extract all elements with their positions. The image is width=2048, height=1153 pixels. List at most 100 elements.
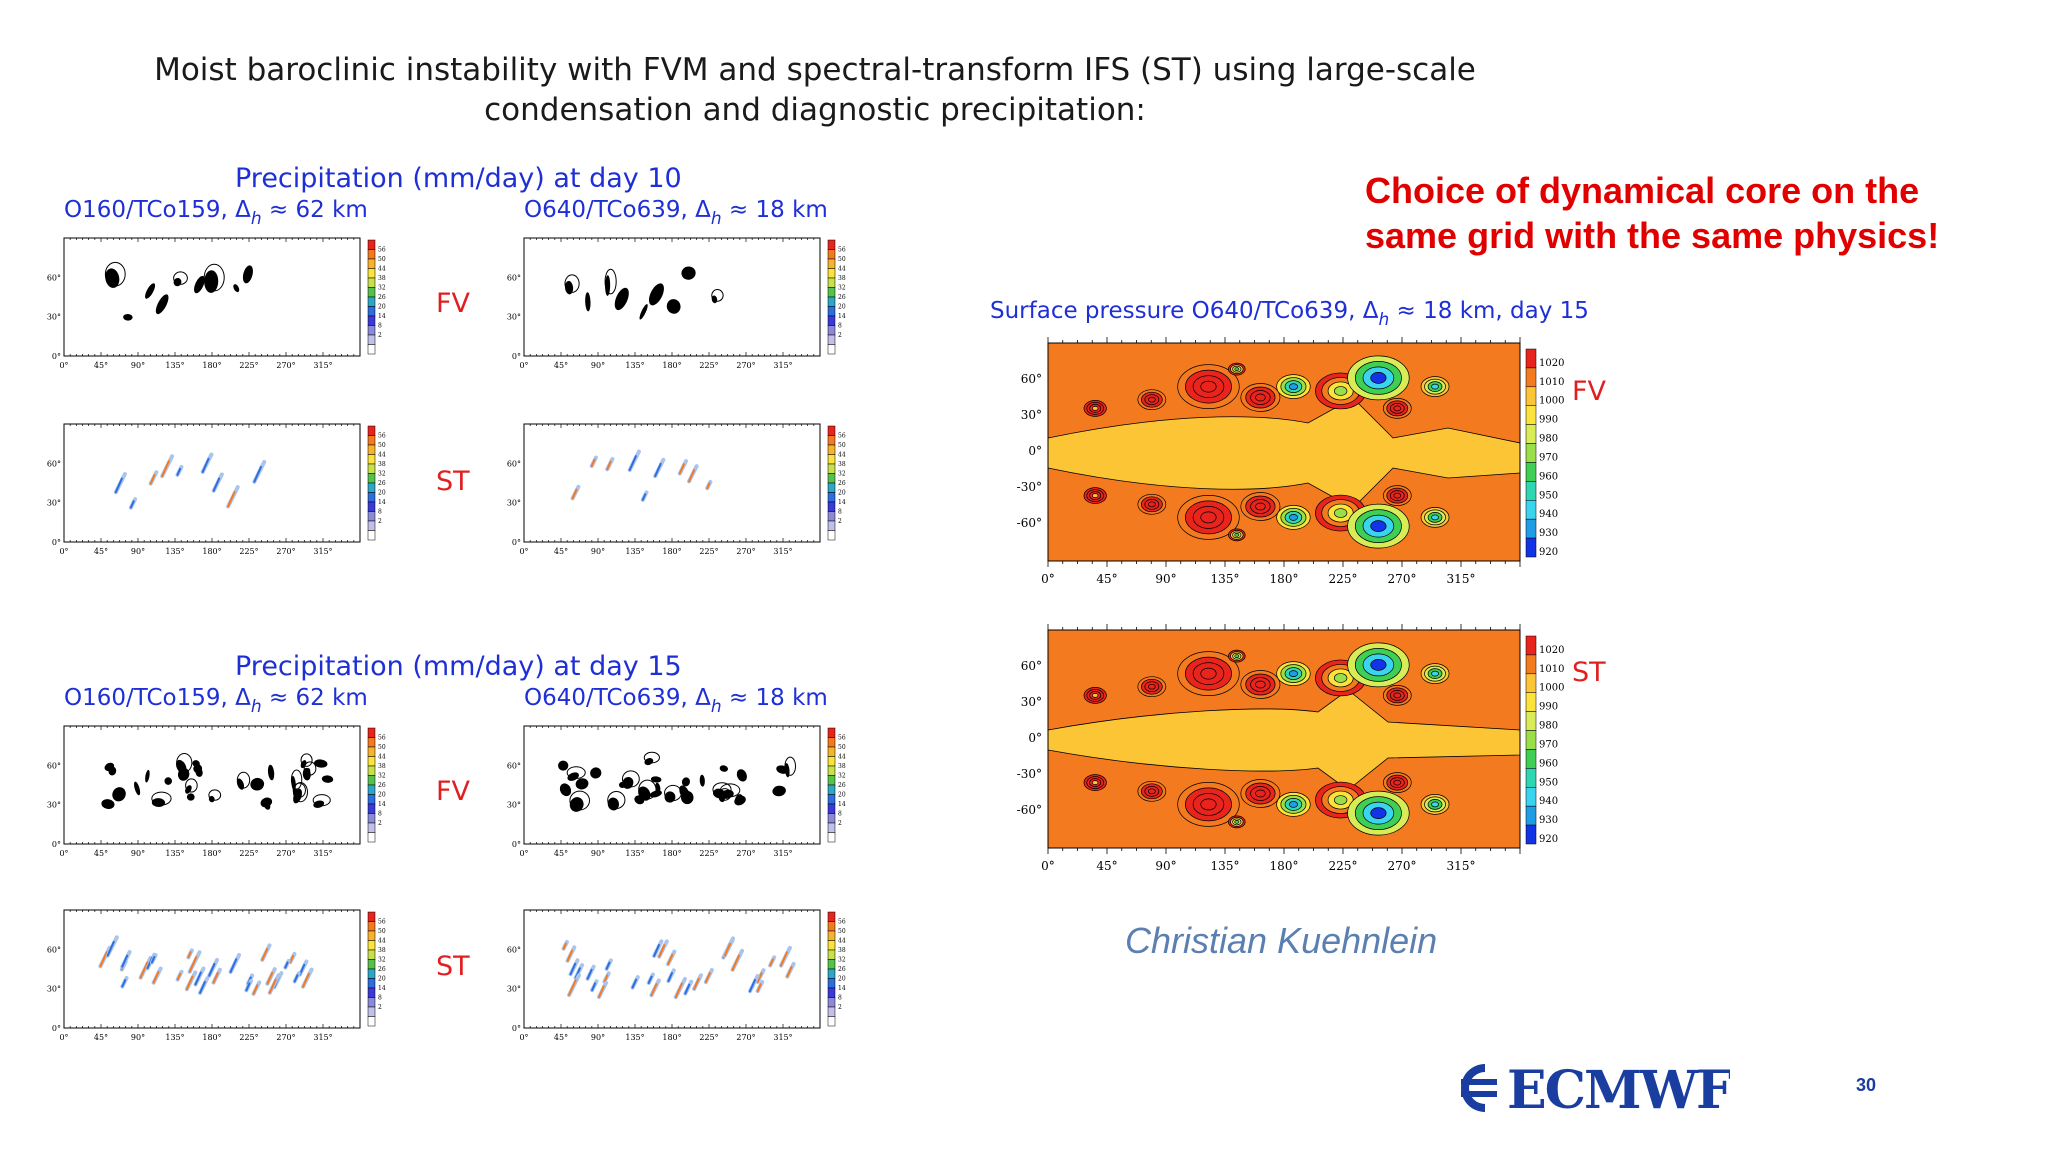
surface-pressure-title: Surface pressure O640/TCo639, Δh ≈ 18 km…	[990, 298, 1589, 330]
colorbar-label: 14	[378, 985, 386, 992]
map-frame	[63, 725, 361, 845]
pressure-contour	[1234, 532, 1240, 537]
x-tick-label: 90°	[591, 361, 605, 370]
precip-cell	[605, 275, 611, 296]
colorbar-label: 44	[838, 754, 846, 761]
colorbar-swatch	[827, 822, 836, 833]
pressure-contour	[1200, 667, 1217, 680]
colorbar-label: 950	[1539, 490, 1558, 501]
colorbar-label: 8	[378, 811, 382, 818]
colorbar-swatch	[827, 978, 836, 989]
y-tick-label: 30°	[507, 499, 521, 508]
precip-core	[187, 951, 192, 959]
pressure-contour	[1255, 789, 1266, 798]
x-tick-label: 180°	[662, 361, 681, 370]
x-tick-label: 90°	[131, 849, 145, 858]
x-tick-label: 90°	[131, 547, 145, 556]
precip-core	[212, 972, 219, 984]
precip-cell	[681, 777, 690, 787]
y-tick-label: 60°	[507, 459, 521, 468]
colorbar-swatch	[827, 775, 836, 786]
colorbar-label: 990	[1539, 702, 1558, 713]
pressure-contour	[1431, 670, 1439, 677]
precip-features	[113, 452, 267, 510]
x-tick-label: 90°	[591, 547, 605, 556]
colorbar-swatch	[367, 444, 376, 455]
precip-cell	[267, 764, 275, 781]
precip-core	[121, 954, 129, 968]
colorbar-label: 1020	[1539, 645, 1564, 656]
precip-core	[106, 940, 115, 957]
y-tick-label: -30°	[1017, 767, 1042, 781]
colorbar-swatch	[367, 822, 376, 833]
day10-title: Precipitation (mm/day) at day 10	[235, 163, 682, 194]
colorbar-label: 38	[838, 763, 846, 770]
precip-core	[99, 951, 108, 968]
colorbar-swatch	[1525, 654, 1537, 675]
surface-pressure-fv-map: 0° 45° 90° 135° 180° 225° 270° 315° 60° 30° 0° -30°…	[1000, 333, 1580, 598]
precip-contour	[604, 268, 617, 295]
x-tick-label: 315°	[313, 849, 332, 858]
colorbar-swatch	[367, 296, 376, 307]
x-tick-label: 45°	[94, 547, 108, 556]
colorbar-label: 44	[378, 266, 386, 273]
precip-day10-o160-st-map: 0° 45° 90° 135° 180° 225° 270° 315° 0° 30° 60° 56 50…	[40, 418, 400, 563]
x-tick-label: 270°	[276, 547, 295, 556]
precip-core	[769, 958, 774, 967]
precip-day10-o640-st-map: 0° 45° 90° 135° 180° 225° 270° 315° 0° 30° 60° 56 50…	[500, 418, 860, 563]
colorbar-label: 38	[838, 947, 846, 954]
colorbar-label: 26	[838, 782, 846, 789]
colorbar-swatch	[367, 775, 376, 786]
colorbar-swatch	[367, 968, 376, 979]
surface-pressure-field	[1047, 343, 1521, 561]
x-tick-label: 225°	[239, 361, 258, 370]
y-tick-label: 60°	[507, 761, 521, 770]
colorbar-label: 14	[838, 313, 846, 320]
x-tick-label: 0°	[519, 361, 528, 370]
colorbar-swatch	[1525, 787, 1537, 807]
colorbar-label: 56	[378, 735, 386, 742]
precip-cell	[250, 777, 265, 791]
precip-cell	[145, 283, 156, 299]
y-tick-label: 30°	[507, 985, 521, 994]
precip-day10-o640-fv-map: 0° 45° 90° 135° 180° 225° 270° 315° 0° 30° 60° 56 50…	[500, 232, 860, 377]
colorbar-swatch	[827, 1016, 836, 1027]
colorbar-label: 8	[838, 509, 842, 516]
day10-col2-label: O640/TCo639, Δh ≈ 18 km	[524, 197, 828, 229]
colorbar-swatch	[367, 530, 376, 541]
colorbar-swatch	[367, 334, 376, 345]
colorbar-swatch	[1525, 673, 1537, 693]
colorbar-swatch	[827, 344, 836, 355]
y-tick-label: 30°	[507, 313, 521, 322]
colorbar-label: 32	[838, 957, 846, 964]
x-tick-label: 225°	[1329, 572, 1358, 586]
colorbar-swatch	[827, 444, 836, 455]
precip-cell	[195, 768, 203, 777]
precip-core	[268, 978, 277, 994]
day15-col2-label: O640/TCo639, Δh ≈ 18 km	[524, 685, 828, 717]
colorbar-swatch	[1525, 692, 1537, 712]
colorbar-label: 960	[1539, 471, 1558, 482]
colorbar-swatch	[827, 325, 836, 336]
precip-cell	[101, 799, 115, 810]
precip-core	[289, 954, 295, 964]
colorbar-swatch	[367, 435, 376, 446]
precip-cell	[655, 782, 661, 793]
colorbar-label: 2	[838, 1004, 842, 1011]
precip-day10-fv-tag: FV	[436, 288, 471, 319]
colorbar-label: 8	[378, 323, 382, 330]
x-tick-label: 135°	[625, 361, 644, 370]
precip-core	[756, 983, 762, 993]
precip-core	[149, 474, 156, 485]
colorbar-swatch	[367, 325, 376, 336]
x-tick-label: 225°	[699, 1033, 718, 1042]
precip-cell	[735, 794, 744, 804]
precip-core	[731, 954, 740, 971]
surface-pressure-st-map: 0° 45° 90° 135° 180° 225° 270° 315° 60° 30° 0° -30°…	[1000, 620, 1580, 885]
x-tick-label: 315°	[313, 361, 332, 370]
colorbar-swatch	[367, 492, 376, 503]
y-tick-label: 30°	[47, 801, 61, 810]
colorbar-swatch	[827, 930, 836, 941]
precip-cell	[302, 767, 311, 781]
precip-cell	[585, 292, 591, 312]
